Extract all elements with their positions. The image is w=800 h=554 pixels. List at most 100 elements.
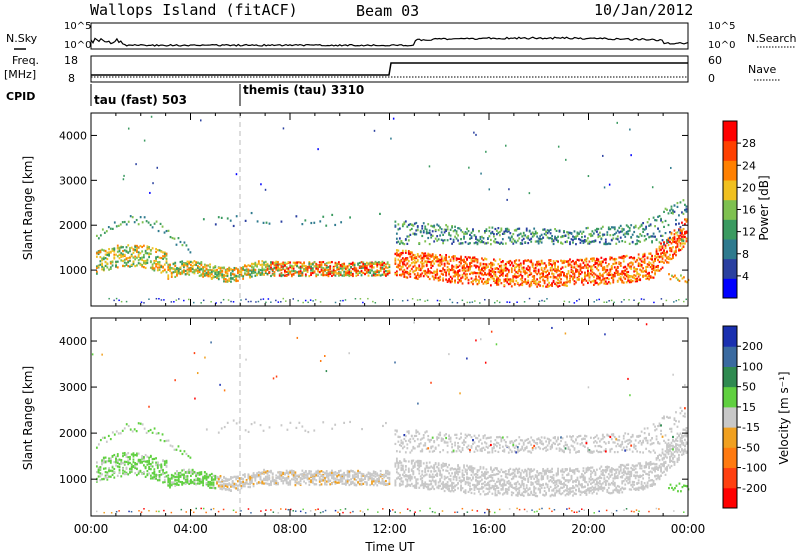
- scatter-cell: [289, 270, 292, 274]
- scatter-cell: [506, 279, 509, 282]
- scatter-cell: [99, 260, 102, 263]
- scatter-cell: [436, 256, 439, 259]
- scatter-cell: [670, 233, 673, 236]
- scatter-cell: [162, 257, 164, 260]
- scatter-cell: [407, 252, 410, 256]
- scatter-cell: [425, 254, 428, 257]
- scatter-cell: [675, 254, 677, 257]
- scatter-cell: [147, 430, 150, 433]
- scatter-cell: [183, 482, 185, 485]
- scatter-cell: [669, 278, 672, 281]
- scatter-cell: [442, 273, 445, 276]
- scatter-cell: [528, 229, 531, 232]
- scatter-cell: [655, 248, 658, 251]
- scatter-cell: [287, 483, 290, 486]
- scatter-cell: [485, 264, 488, 267]
- scatter-cell: [119, 432, 122, 435]
- scatter-cell: [179, 473, 182, 476]
- scatter-cell: [618, 231, 621, 234]
- scatter-cell: [454, 275, 456, 278]
- scatter-cell: [439, 260, 442, 263]
- scatter-cell: [519, 232, 522, 235]
- scatter-cell: [200, 119, 202, 122]
- scatter-cell: [338, 474, 340, 477]
- scatter-cell: [123, 220, 126, 224]
- scatter-cell: [421, 262, 424, 266]
- scatter-cell: [290, 469, 293, 472]
- scatter-cell: [561, 260, 564, 263]
- scatter-cell: [325, 470, 328, 473]
- scatter-cell: [374, 482, 377, 485]
- scatter-cell: [171, 236, 174, 240]
- scatter-cell: [484, 298, 486, 301]
- scatter-cell: [479, 235, 482, 239]
- scatter-cell: [576, 268, 579, 272]
- scatter-cell: [320, 474, 323, 477]
- scatter-cell: [193, 269, 196, 272]
- scatter-cell: [555, 229, 558, 232]
- scatter-cell: [135, 430, 138, 433]
- scatter-cell: [634, 225, 637, 229]
- scatter-cell: [479, 272, 482, 275]
- scatter-cell: [99, 438, 102, 442]
- scatter-cell: [179, 480, 182, 484]
- scatter-cell: [613, 228, 616, 231]
- scatter-cell: [118, 458, 121, 461]
- scatter-cell: [582, 261, 585, 265]
- scatter-cell: [141, 455, 144, 458]
- scatter-cell: [563, 230, 565, 233]
- scatter-cell: [339, 271, 342, 274]
- scatter-cell: [630, 224, 633, 227]
- scatter-cell: [329, 270, 332, 273]
- scatter-cell: [230, 280, 232, 283]
- scatter-cell: [592, 275, 595, 279]
- scatter-cell: [226, 484, 229, 487]
- scatter-cell: [205, 267, 208, 271]
- scatter-cell: [149, 223, 152, 227]
- scatter-cell: [137, 262, 140, 265]
- colorbar-segment: [723, 180, 737, 201]
- scatter-cell: [481, 272, 483, 275]
- scatter-cell: [122, 249, 124, 253]
- scatter-cell: [534, 240, 537, 243]
- scatter-cell: [548, 237, 551, 240]
- scatter-cell: [579, 272, 582, 276]
- scatter-cell: [134, 258, 137, 261]
- scatter-cell: [522, 231, 525, 235]
- scatter-cell: [304, 269, 307, 272]
- scatter-cell: [610, 238, 613, 241]
- scatter-cell: [554, 263, 556, 266]
- scatter-cell: [216, 273, 218, 277]
- scatter-cell: [174, 261, 177, 264]
- scatter-cell: [318, 480, 321, 483]
- scatter-cell: [663, 261, 665, 264]
- scatter-cell: [240, 299, 242, 301]
- scatter-cell: [176, 274, 178, 277]
- scatter-cell: [186, 470, 189, 473]
- scatter-cell: [303, 264, 305, 268]
- scatter-cell: [104, 250, 107, 253]
- scatter-cell: [160, 250, 163, 253]
- scatter-cell: [416, 277, 419, 280]
- scatter-cell: [221, 483, 224, 486]
- scatter-cell: [336, 478, 339, 481]
- scatter-cell: [388, 481, 391, 484]
- scatter-cell: [424, 272, 427, 276]
- scatter-cell: [364, 267, 366, 270]
- scatter-cell: [104, 456, 107, 459]
- scatter-cell: [525, 259, 528, 263]
- scatter-cell: [407, 272, 410, 275]
- scatter-cell: [392, 117, 395, 120]
- scatter-cell: [598, 282, 601, 285]
- scatter-cell: [449, 234, 452, 237]
- scatter-cell: [144, 453, 147, 457]
- scatter-cell: [136, 467, 138, 471]
- sky-tick-high: 10^5: [64, 21, 91, 32]
- scatter-cell: [566, 281, 568, 284]
- scatter-cell: [645, 227, 648, 230]
- scatter-cell: [613, 301, 615, 304]
- scatter-cell: [534, 271, 537, 274]
- cpid-segment-1: tau (fast) 503: [94, 93, 187, 107]
- scatter-cell: [422, 229, 425, 233]
- scatter-cell: [176, 473, 178, 476]
